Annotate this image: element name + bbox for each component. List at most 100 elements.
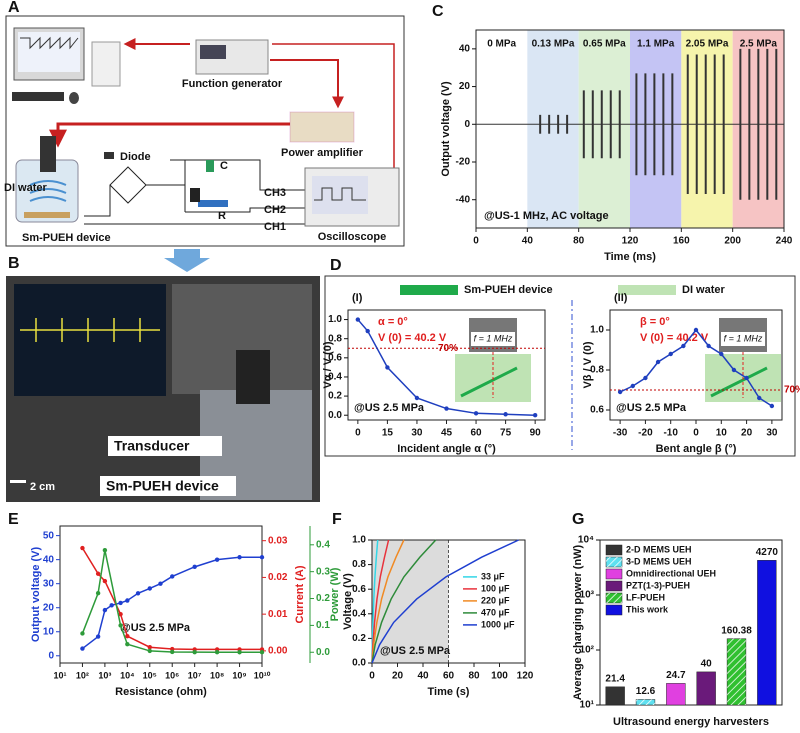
marker — [118, 623, 123, 628]
axis-label: Incident angle α (°) — [397, 443, 496, 455]
legend-label: LF-PUEH — [626, 592, 665, 602]
x-tick-label: 0 — [355, 428, 361, 439]
axis-label: Time (s) — [428, 686, 470, 698]
mouse — [69, 92, 79, 104]
bar — [605, 686, 625, 706]
pressure-region — [578, 30, 630, 228]
pressure-region — [476, 30, 528, 228]
legend-label: PZT(1-3)-PUEH — [626, 580, 690, 590]
marker — [80, 646, 85, 651]
x-tick-label: 160 — [673, 236, 690, 247]
legend-label: 470 μF — [481, 607, 510, 617]
series-line — [371, 539, 437, 664]
series-line — [81, 547, 262, 651]
y-tick-label: 0 — [464, 119, 470, 130]
x-tick-label: 200 — [724, 236, 741, 247]
label: CH1 — [264, 221, 286, 233]
reference-label: 70% — [784, 385, 800, 396]
marker — [503, 412, 508, 417]
marker — [135, 591, 141, 596]
annotation: α = 0° — [378, 316, 408, 328]
y-tick-label: 10⁴ — [578, 535, 594, 546]
value-label: 24.7 — [666, 670, 686, 681]
series-line — [371, 539, 390, 664]
down-arrow — [164, 249, 210, 272]
marker — [80, 631, 85, 636]
y-tick-label: 0.8 — [590, 365, 604, 376]
x-tick-label: 10⁶ — [165, 670, 179, 680]
marker — [80, 545, 85, 551]
marker — [617, 389, 623, 395]
y-tick-label: 0.6 — [328, 352, 342, 363]
marker — [744, 375, 749, 381]
key-swatch — [400, 285, 458, 295]
y-tick-label: 0.1 — [316, 620, 330, 631]
y-tick-label: 20 — [459, 81, 471, 92]
power-amplifier — [289, 111, 355, 143]
marker — [214, 650, 220, 655]
marker — [643, 375, 648, 381]
x-tick-label: 30 — [411, 428, 423, 439]
keyboard — [12, 92, 64, 101]
y-tick-label: 20 — [43, 602, 55, 613]
axis-label: Resistance (ohm) — [115, 686, 207, 698]
y-tick-label: 0.8 — [352, 559, 366, 570]
reference-label: 70% — [438, 343, 458, 354]
legend-label: Omnidirectional UEH — [626, 568, 716, 578]
axis-label: Power (W) — [329, 567, 341, 621]
label-bg — [108, 436, 222, 456]
chart-title: (II) — [614, 292, 628, 304]
panel-letter: D — [330, 257, 342, 274]
annotation: @US-1 MHz, AC voltage — [484, 210, 609, 222]
annotation: β = 0° — [640, 316, 670, 328]
marker — [102, 547, 108, 553]
inset-tag — [721, 332, 765, 346]
y-tick-label: 10² — [580, 645, 595, 656]
axis-label: Ultrasound energy harvesters — [613, 716, 769, 728]
legend-label: 2-D MEMS UEH — [626, 544, 692, 554]
label: 2 cm — [30, 481, 55, 493]
signal-arrow — [270, 59, 344, 109]
region-label: 2.05 MPa — [686, 39, 729, 50]
plot-frame — [599, 539, 783, 706]
marker — [259, 555, 265, 560]
y-tick-label: 0.0 — [352, 658, 366, 669]
y-tick-label: 0.02 — [268, 572, 288, 583]
marker — [102, 607, 108, 613]
x-tick-label: 20 — [392, 671, 404, 682]
x-tick-label: 10¹⁰ — [254, 670, 271, 680]
annotation: @US 2.5 MPa — [380, 645, 451, 657]
panel-letter: A — [8, 0, 20, 16]
signal-line — [272, 43, 395, 168]
marker — [125, 598, 130, 603]
marker — [355, 317, 361, 322]
marker — [125, 633, 130, 639]
x-tick-label: 10⁷ — [188, 670, 202, 680]
resistor — [198, 200, 228, 207]
label: Sm-PUEH device — [22, 232, 111, 244]
screen-pulses — [20, 318, 160, 342]
value-label: 4270 — [756, 547, 779, 558]
y-tick-label: 1.0 — [328, 314, 342, 325]
marker — [170, 649, 175, 655]
oscilloscope-screen — [312, 176, 368, 214]
marker — [214, 557, 220, 562]
y-tick-label: 0.6 — [590, 405, 604, 416]
fg-screen — [200, 45, 226, 59]
series-line — [357, 319, 536, 416]
marker — [158, 581, 163, 586]
bar-hatch — [636, 699, 655, 705]
y-tick-label: 0.4 — [316, 539, 330, 550]
marker — [719, 351, 724, 357]
marker — [444, 406, 449, 411]
label: R — [218, 210, 226, 222]
screen-trace — [20, 36, 79, 50]
marker — [170, 574, 175, 579]
legend-hatch — [606, 557, 622, 567]
pressure-region — [630, 30, 682, 228]
marker — [118, 600, 123, 606]
y-tick-label: -20 — [456, 157, 471, 168]
inset-label: f = 1 MHz — [474, 333, 513, 343]
y-tick-label: -40 — [456, 194, 471, 205]
